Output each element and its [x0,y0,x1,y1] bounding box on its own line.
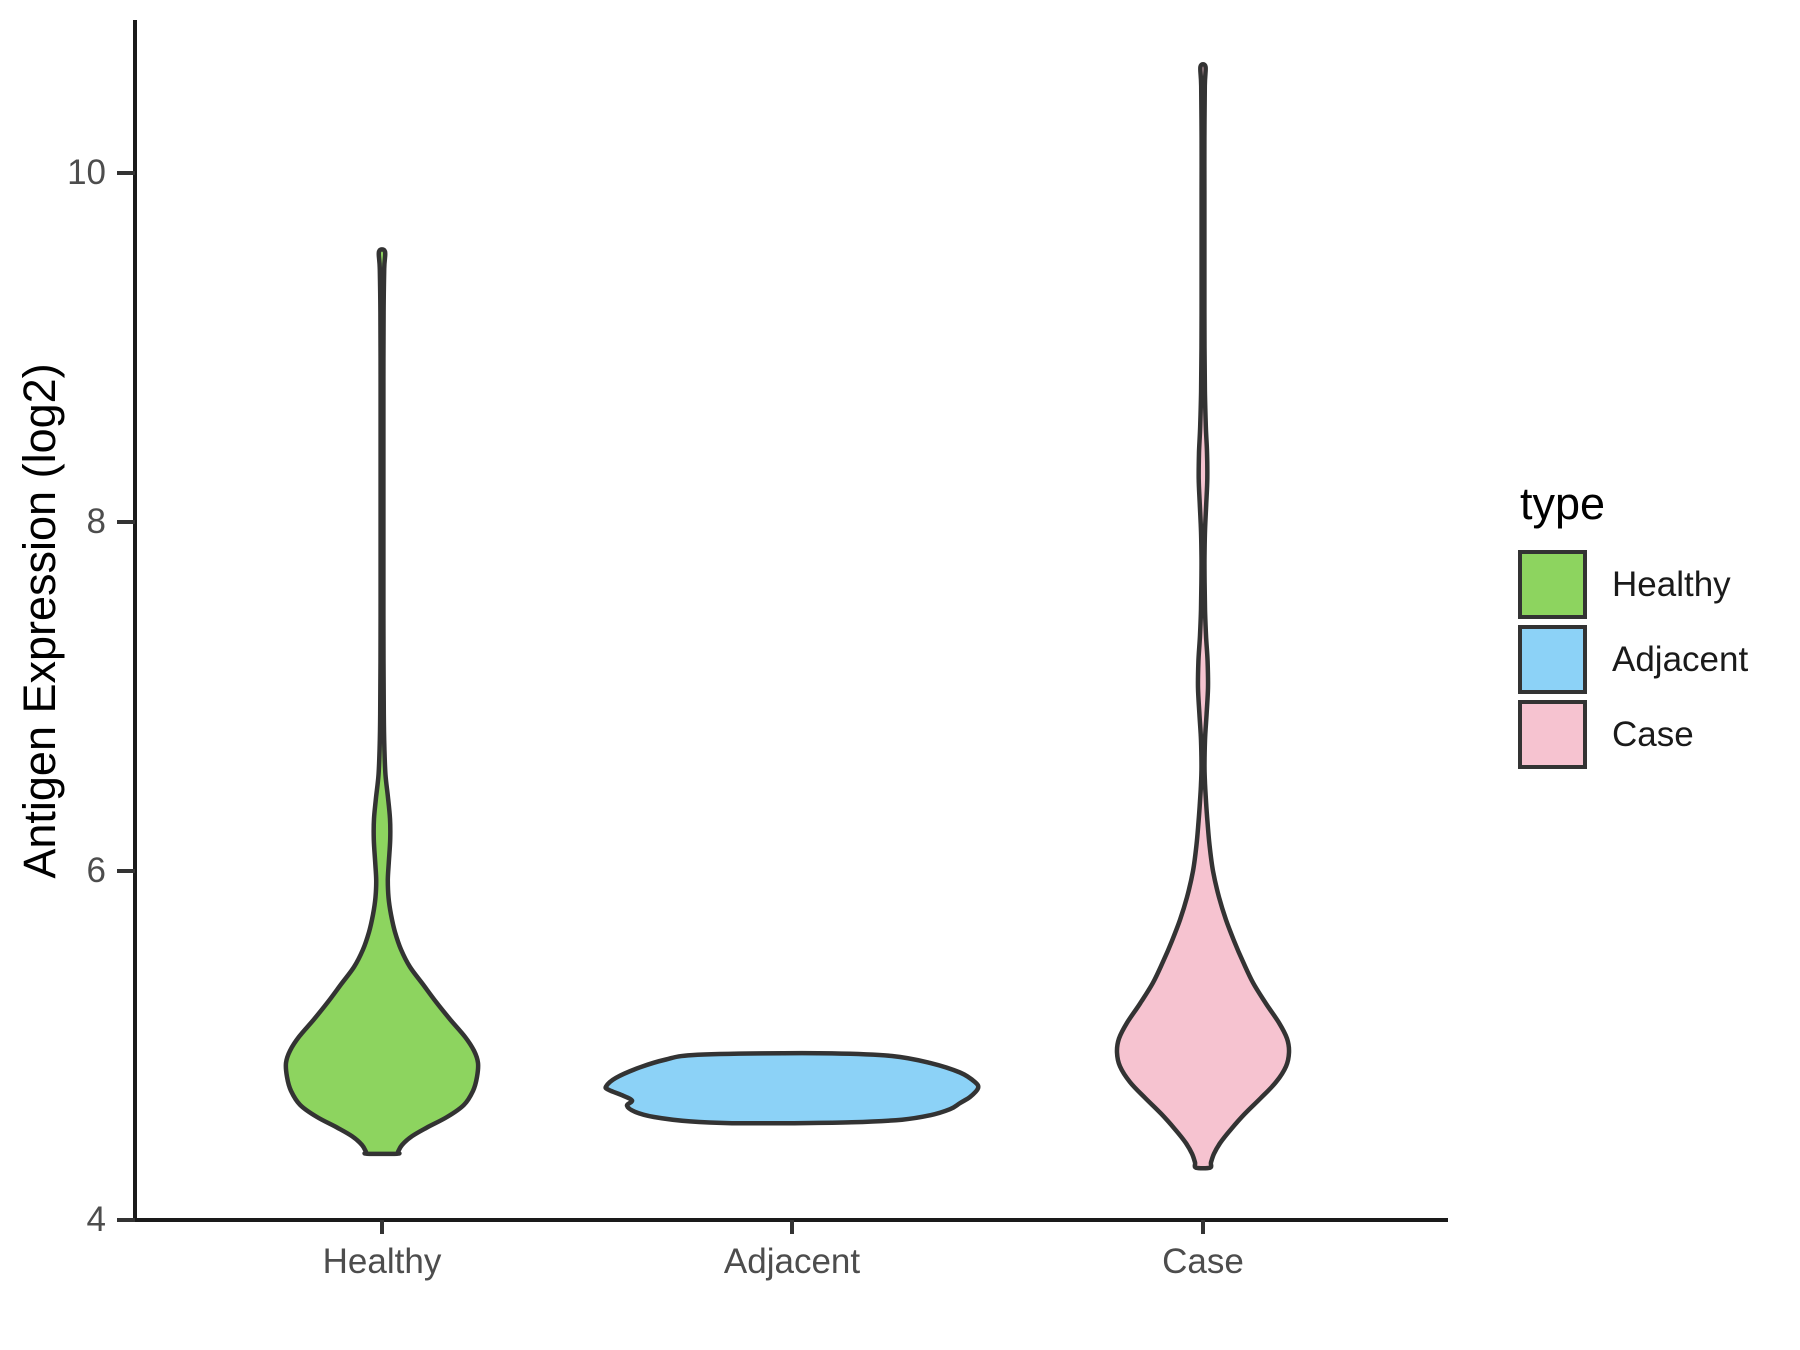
legend-swatch-case [1518,700,1587,769]
y-tick-label-10: 10 [67,153,106,192]
x-tick-label-adjacent: Adjacent [723,1242,861,1281]
y-tick-label-6: 6 [86,851,106,890]
tick-marks [117,171,1205,1234]
y-tick-label-8: 8 [86,502,106,541]
legend-title: type [1520,478,1606,529]
legend-swatch-adjacent [1518,625,1587,694]
violin-healthy [283,247,481,1157]
legend-swatch-healthy [1518,550,1587,619]
legend-item-healthy: Healthy [1518,550,1748,619]
legend-label-case: Case [1612,714,1694,754]
legend-item-case: Case [1518,700,1748,769]
violin-adjacent [603,1050,981,1126]
y-tick-label-4: 4 [86,1200,106,1239]
y-axis-title: Antigen Expression (log2) [14,363,65,879]
x-tick-label-case: Case [1162,1242,1244,1281]
legend-label-healthy: Healthy [1612,564,1731,604]
violin-case [1114,61,1292,1171]
legend: type Healthy Adjacent Case [1518,478,1748,775]
legend-item-adjacent: Adjacent [1518,625,1748,694]
x-tick-label-healthy: Healthy [322,1242,442,1281]
legend-label-adjacent: Adjacent [1612,639,1749,679]
